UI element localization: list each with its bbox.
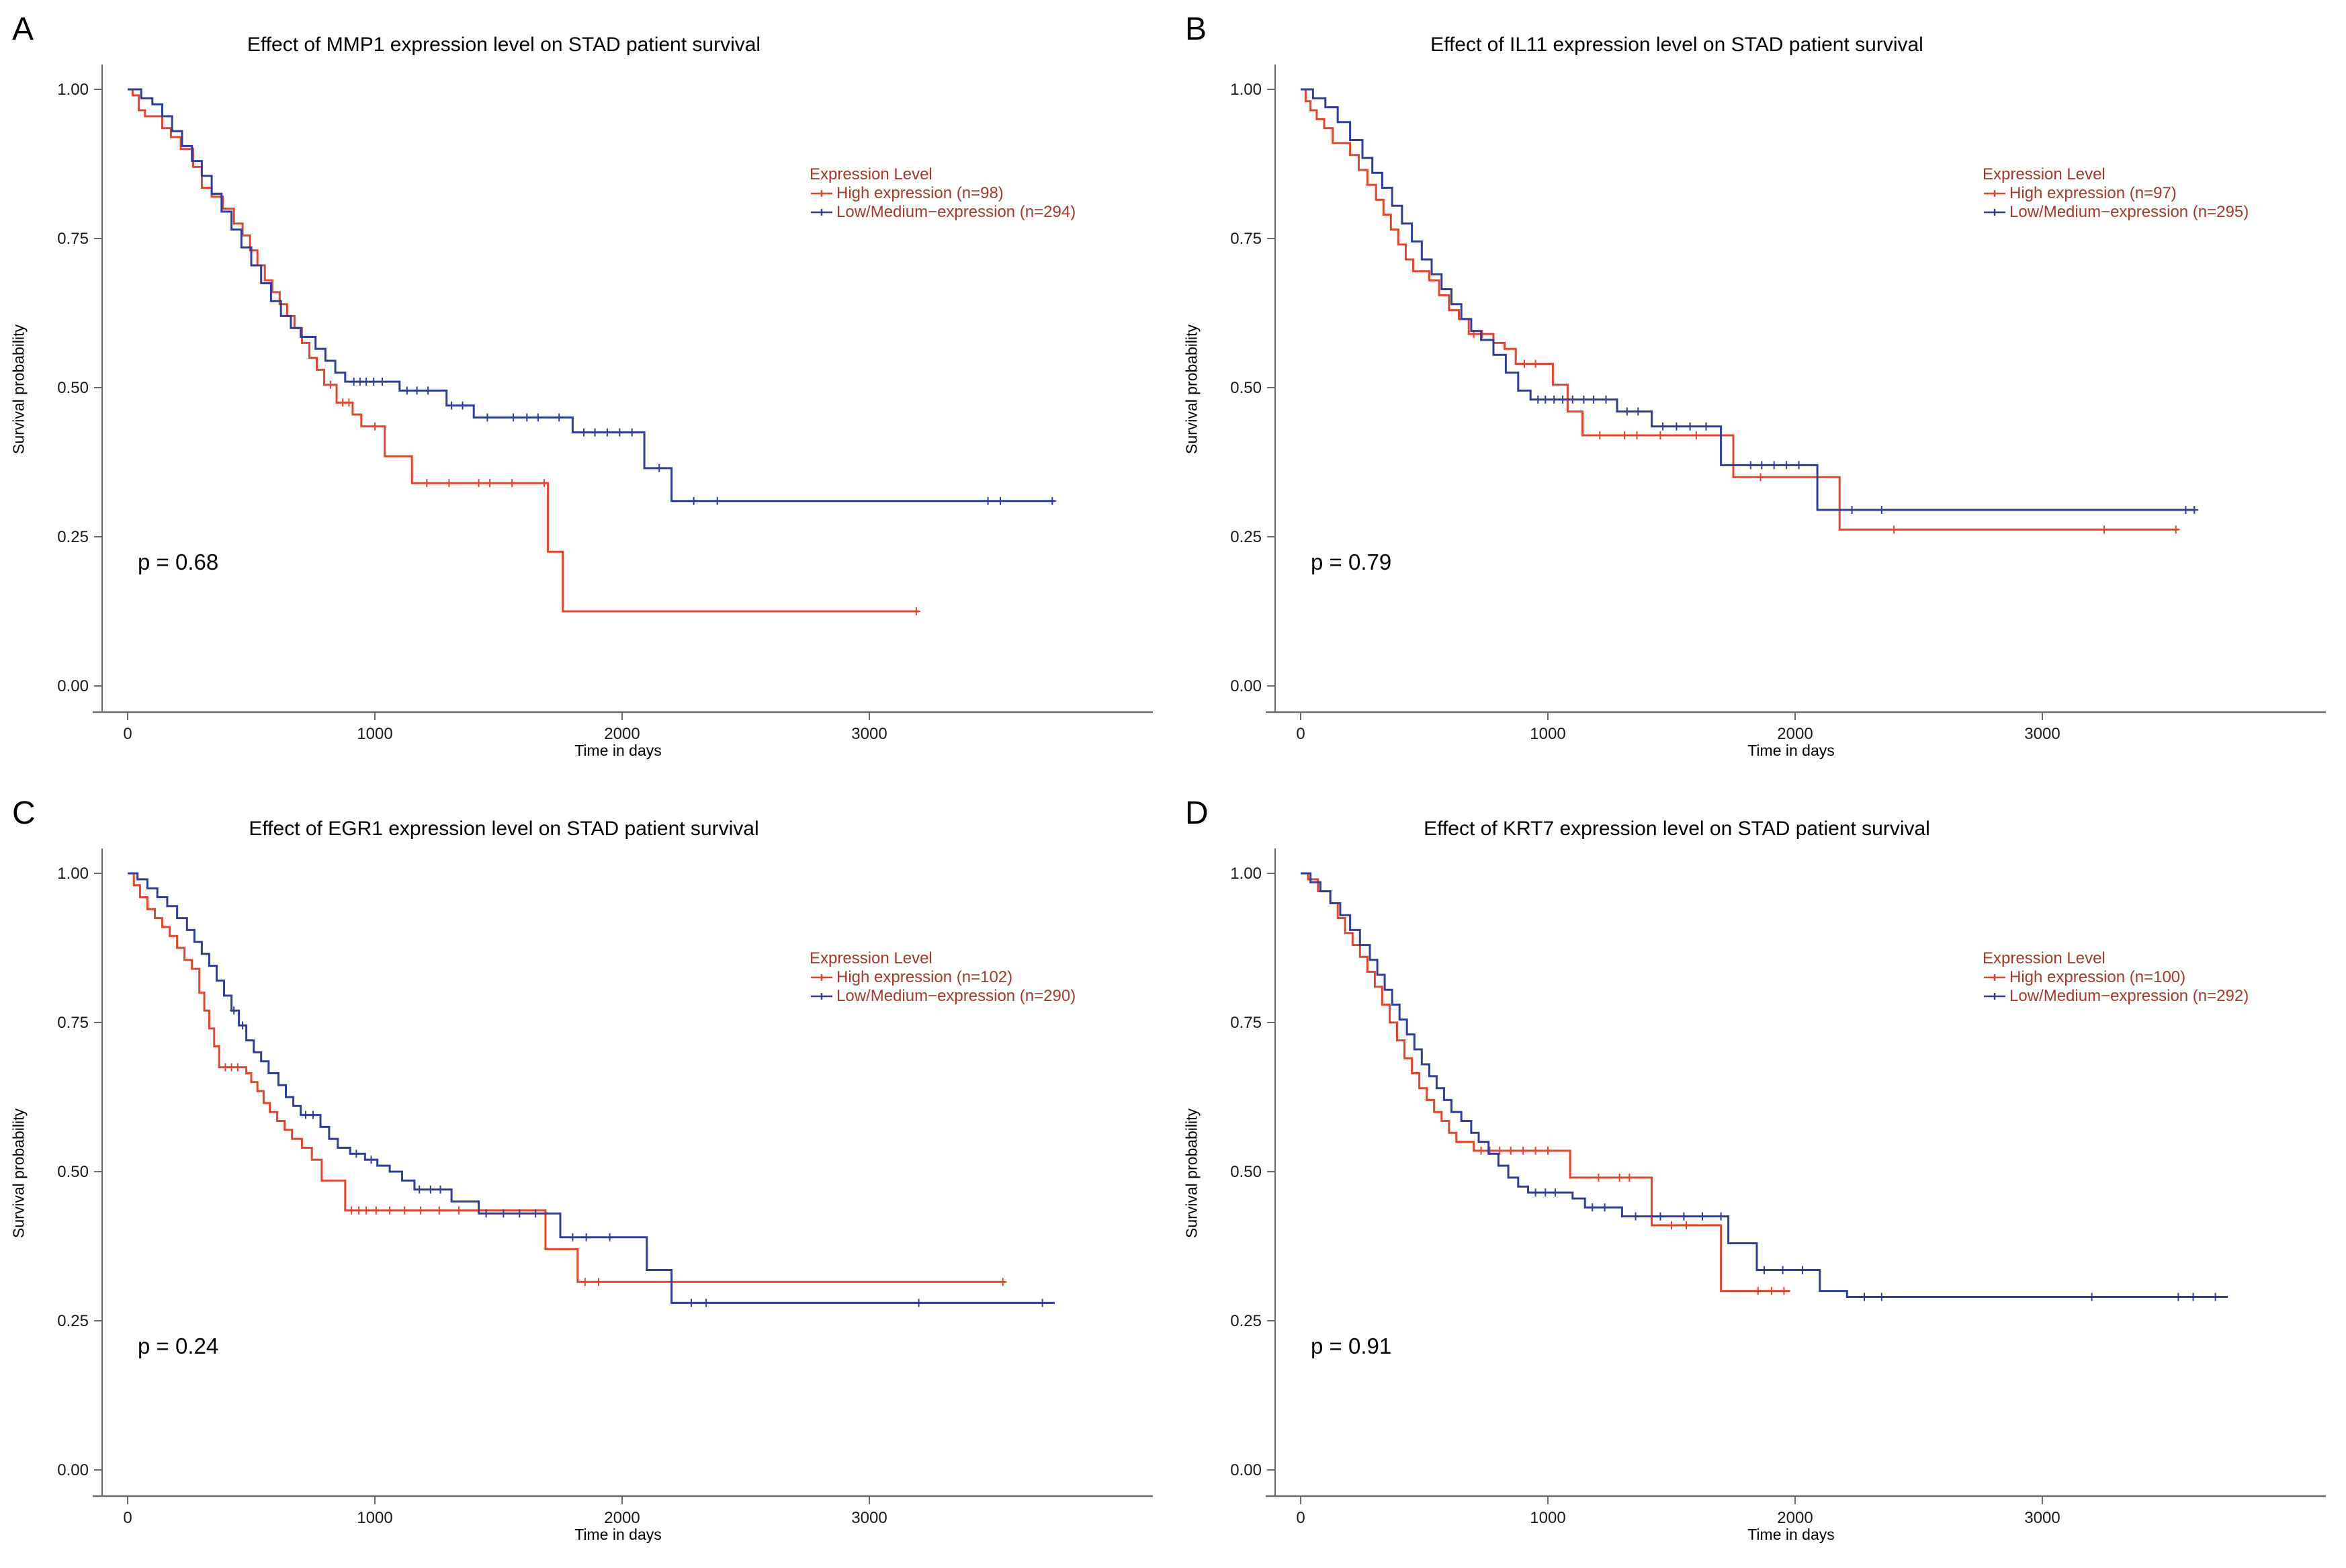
svg-text:0.75: 0.75	[1230, 1014, 1262, 1032]
legend-item-label: High expression (n=98)	[836, 184, 1004, 202]
x-axis-label: Time in days	[1747, 1526, 1835, 1543]
svg-text:0: 0	[123, 725, 132, 743]
panel-letter-b: B	[1185, 11, 1207, 47]
legend: Expression Level High expression (n=98) …	[810, 165, 1076, 222]
svg-text:0.00: 0.00	[57, 677, 89, 695]
legend-title: Expression Level	[810, 165, 932, 183]
svg-text:0.50: 0.50	[1230, 1163, 1262, 1181]
legend-item-label: High expression (n=102)	[836, 968, 1013, 986]
panel-letter-a: A	[12, 11, 34, 47]
p-value-annotation: p = 0.24	[138, 1334, 219, 1358]
x-axis-label: Time in days	[574, 742, 662, 759]
svg-text:1000: 1000	[1530, 1509, 1565, 1527]
svg-text:3000: 3000	[2024, 1509, 2060, 1527]
survival-plot-d: 0.00 0.25 0.50 0.75 1.00 0 1000 2000 3000	[1230, 848, 2326, 1527]
km-panel-c: C Effect of EGR1 expression level on STA…	[0, 784, 1173, 1568]
svg-text:0.50: 0.50	[57, 379, 89, 397]
low-expression-line-icon	[811, 993, 832, 1000]
low-expression-line-icon	[1984, 209, 2005, 216]
legend-item-low: Low/Medium−expression (n=292)	[1983, 987, 2249, 1006]
legend-item-high: High expression (n=98)	[810, 184, 1076, 203]
svg-text:3000: 3000	[851, 725, 887, 743]
p-value-annotation: p = 0.79	[1311, 550, 1392, 574]
km-panel-b: B Effect of IL11 expression level on STA…	[1173, 0, 2346, 784]
svg-text:0.25: 0.25	[1230, 528, 1262, 546]
svg-text:1.00: 1.00	[1230, 81, 1262, 99]
svg-text:2000: 2000	[1777, 1509, 1813, 1527]
legend-item-label: Low/Medium−expression (n=294)	[836, 203, 1076, 221]
svg-text:0.00: 0.00	[1230, 677, 1262, 695]
legend-item-label: High expression (n=97)	[2009, 184, 2177, 202]
svg-text:3000: 3000	[2024, 725, 2060, 743]
high-expression-line-icon	[1984, 974, 2005, 981]
svg-text:0.75: 0.75	[57, 230, 89, 248]
legend: Expression Level High expression (n=97) …	[1983, 165, 2249, 222]
p-value-annotation: p = 0.91	[1311, 1334, 1392, 1358]
survival-plot-c: 0.00 0.25 0.50 0.75 1.00 0 1000 2000 3000	[57, 848, 1153, 1527]
legend-title: Expression Level	[810, 949, 932, 967]
legend-title: Expression Level	[1983, 949, 2105, 967]
legend-item-label: High expression (n=100)	[2009, 968, 2186, 986]
legend-item-low: Low/Medium−expression (n=295)	[1983, 203, 2249, 222]
svg-text:0.50: 0.50	[1230, 379, 1262, 397]
panel-letter-d: D	[1185, 795, 1209, 831]
high-expression-line-icon	[811, 974, 832, 981]
high-expression-line-icon	[811, 190, 832, 197]
svg-text:3000: 3000	[851, 1509, 887, 1527]
legend: Expression Level High expression (n=100)…	[1983, 949, 2249, 1006]
km-panel-d: D Effect of KRT7 expression level on STA…	[1173, 784, 2346, 1568]
legend-item-label: Low/Medium−expression (n=292)	[2009, 987, 2249, 1005]
legend-item-high: High expression (n=102)	[810, 968, 1076, 987]
panel-title: Effect of IL11 expression level on STAD …	[1430, 34, 1923, 56]
x-axis-label: Time in days	[1747, 742, 1835, 759]
legend-item-low: Low/Medium−expression (n=290)	[810, 987, 1076, 1006]
svg-text:2000: 2000	[1777, 725, 1813, 743]
svg-text:0.25: 0.25	[57, 1312, 89, 1330]
svg-text:1000: 1000	[357, 1509, 392, 1527]
legend-item-high: High expression (n=100)	[1983, 968, 2249, 987]
panel-title: Effect of MMP1 expression level on STAD …	[247, 34, 761, 56]
legend-item-low: Low/Medium−expression (n=294)	[810, 203, 1076, 222]
svg-text:0.25: 0.25	[57, 528, 89, 546]
legend-item-label: Low/Medium−expression (n=290)	[836, 987, 1076, 1005]
svg-text:0: 0	[1296, 725, 1305, 743]
panel-title: Effect of EGR1 expression level on STAD …	[249, 818, 759, 840]
low-expression-line-icon	[1984, 993, 2005, 1000]
legend-title: Expression Level	[1983, 165, 2105, 183]
svg-text:1.00: 1.00	[1230, 865, 1262, 883]
low-expression-line-icon	[811, 209, 832, 216]
svg-text:0: 0	[1296, 1509, 1305, 1527]
high-expression-line-icon	[1984, 190, 2005, 197]
svg-text:0.75: 0.75	[57, 1014, 89, 1032]
svg-text:0.50: 0.50	[57, 1163, 89, 1181]
svg-text:0.75: 0.75	[1230, 230, 1262, 248]
x-axis-label: Time in days	[574, 1526, 662, 1543]
legend-item-label: Low/Medium−expression (n=295)	[2009, 203, 2249, 221]
svg-text:0.00: 0.00	[1230, 1461, 1262, 1479]
km-panel-a: A Effect of MMP1 expression level on STA…	[0, 0, 1173, 784]
svg-text:1.00: 1.00	[57, 865, 89, 883]
legend: Expression Level High expression (n=102)…	[810, 949, 1076, 1006]
survival-plot-b: 0.00 0.25 0.50 0.75 1.00 0 1000 2000 3000	[1230, 64, 2326, 743]
survival-plot-a: 0.00 0.25 0.50 0.75 1.00 0 1000 2000 3000	[57, 64, 1153, 743]
svg-text:0.00: 0.00	[57, 1461, 89, 1479]
svg-text:0.25: 0.25	[1230, 1312, 1262, 1330]
svg-text:1.00: 1.00	[57, 81, 89, 99]
panel-letter-c: C	[12, 795, 36, 831]
svg-text:2000: 2000	[604, 725, 640, 743]
svg-text:1000: 1000	[1530, 725, 1565, 743]
p-value-annotation: p = 0.68	[138, 550, 219, 574]
panel-title: Effect of KRT7 expression level on STAD …	[1424, 818, 1930, 840]
legend-item-high: High expression (n=97)	[1983, 184, 2249, 203]
svg-text:0: 0	[123, 1509, 132, 1527]
svg-text:1000: 1000	[357, 725, 392, 743]
svg-text:2000: 2000	[604, 1509, 640, 1527]
